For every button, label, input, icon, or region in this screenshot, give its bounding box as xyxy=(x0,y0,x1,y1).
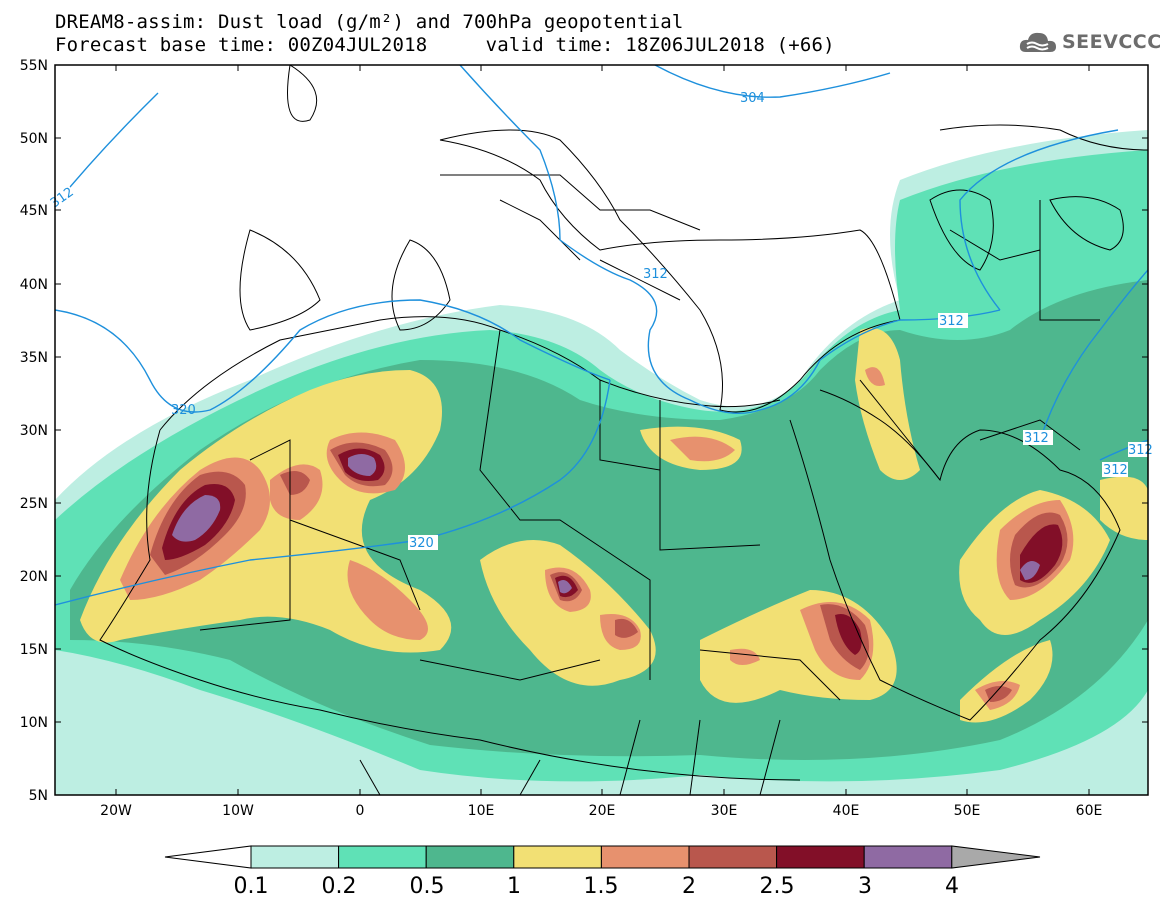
lat-label-20n: 20N xyxy=(20,569,48,585)
lat-label-5n: 5N xyxy=(29,788,48,804)
colorbar-label-1.5: 1.5 xyxy=(583,874,619,899)
cloud-icon xyxy=(1019,32,1056,52)
lat-label-30n: 30N xyxy=(20,423,48,439)
lat-label-45n: 45N xyxy=(20,203,48,219)
colorbar-label-1: 1 xyxy=(507,874,521,899)
contour-line-304 xyxy=(654,65,891,98)
contour-line-320-central xyxy=(55,379,611,606)
contour-label-320-central: 320 xyxy=(409,536,434,551)
lon-label-20w: 20W xyxy=(100,803,132,819)
dust-load-shading xyxy=(55,130,1148,795)
colorbar-label-3: 3 xyxy=(858,874,872,899)
colorbar-label-0.1: 0.1 xyxy=(233,874,269,899)
lat-label-55n: 55N xyxy=(20,58,48,74)
lon-label-0: 0 xyxy=(356,803,365,819)
lat-label-25n: 25N xyxy=(20,496,48,512)
colorbar-label-0.2: 0.2 xyxy=(321,874,357,899)
contour-label-312-greece: 312 xyxy=(643,267,668,282)
lon-label-50e: 50E xyxy=(954,803,981,819)
logo-text: SEEVCCC xyxy=(1062,31,1162,53)
latitude-labels: 55N 50N 45N 40N 35N 30N 25N 20N 15N 10N … xyxy=(20,58,48,804)
forecast-time-line: Forecast base time: 00Z04JUL2018 valid t… xyxy=(55,34,835,56)
chart-title: DREAM8-assim: Dust load (g/m²) and 700hP… xyxy=(55,11,684,33)
colorbar-bin-2 xyxy=(338,845,427,869)
geopotential-contours xyxy=(55,65,1148,606)
contour-label-group: 312 304 312 320 320 312 312 312 312 xyxy=(46,91,1153,551)
colorbar-label-4: 4 xyxy=(945,874,959,899)
lon-label-40e: 40E xyxy=(833,803,860,819)
coastlines xyxy=(99,65,1148,795)
axis-ticks xyxy=(55,64,1148,796)
contour-line-312-gulf xyxy=(1099,439,1148,461)
contour-line-320-west xyxy=(55,299,611,413)
contour-label-312-gulf-a: 312 xyxy=(1128,443,1153,458)
colorbar xyxy=(164,845,1041,869)
colorbar-arrow-low xyxy=(164,845,252,869)
contour-label-312-gulf-b: 312 xyxy=(1103,463,1128,478)
colorbar-bin-4 xyxy=(513,845,602,869)
lon-label-10w: 10W xyxy=(222,803,254,819)
seevccc-logo: SEEVCCC xyxy=(1018,28,1162,56)
lat-label-15n: 15N xyxy=(20,642,48,658)
lat-label-50n: 50N xyxy=(20,131,48,147)
contour-label-320-west: 320 xyxy=(171,403,196,418)
colorbar-bin-5 xyxy=(600,845,690,869)
longitude-labels: 20W 10W 0 10E 20E 30E 40E 50E 60E xyxy=(100,803,1102,819)
colorbar-bin-3 xyxy=(425,845,515,869)
colorbar-bin-8 xyxy=(863,845,953,869)
contour-line-312-east xyxy=(959,129,1119,311)
colorbar-bin-7 xyxy=(776,845,865,869)
colorbar-label-0.5: 0.5 xyxy=(409,874,445,899)
contour-label-312-east: 312 xyxy=(939,314,964,329)
lon-label-20e: 20E xyxy=(589,803,616,819)
lat-label-35n: 35N xyxy=(20,350,48,366)
colorbar-bin-6 xyxy=(688,845,778,869)
contour-label-312-arabia: 312 xyxy=(1024,431,1049,446)
lat-label-10n: 10N xyxy=(20,715,48,731)
colorbar-label-2.5: 2.5 xyxy=(759,874,795,899)
lon-label-60e: 60E xyxy=(1076,803,1103,819)
contour-line-312-main xyxy=(459,65,1001,415)
contour-label-312-west: 312 xyxy=(48,185,77,212)
colorbar-label-2: 2 xyxy=(682,874,696,899)
colorbar-arrow-high xyxy=(951,845,1041,869)
contour-label-304: 304 xyxy=(740,91,765,106)
dust-level-3 xyxy=(172,454,1040,594)
contour-line-312-arabia xyxy=(1039,269,1148,441)
lat-label-40n: 40N xyxy=(20,277,48,293)
lon-label-30e: 30E xyxy=(711,803,738,819)
lon-label-10e: 10E xyxy=(468,803,495,819)
colorbar-bin-1 xyxy=(250,845,340,869)
